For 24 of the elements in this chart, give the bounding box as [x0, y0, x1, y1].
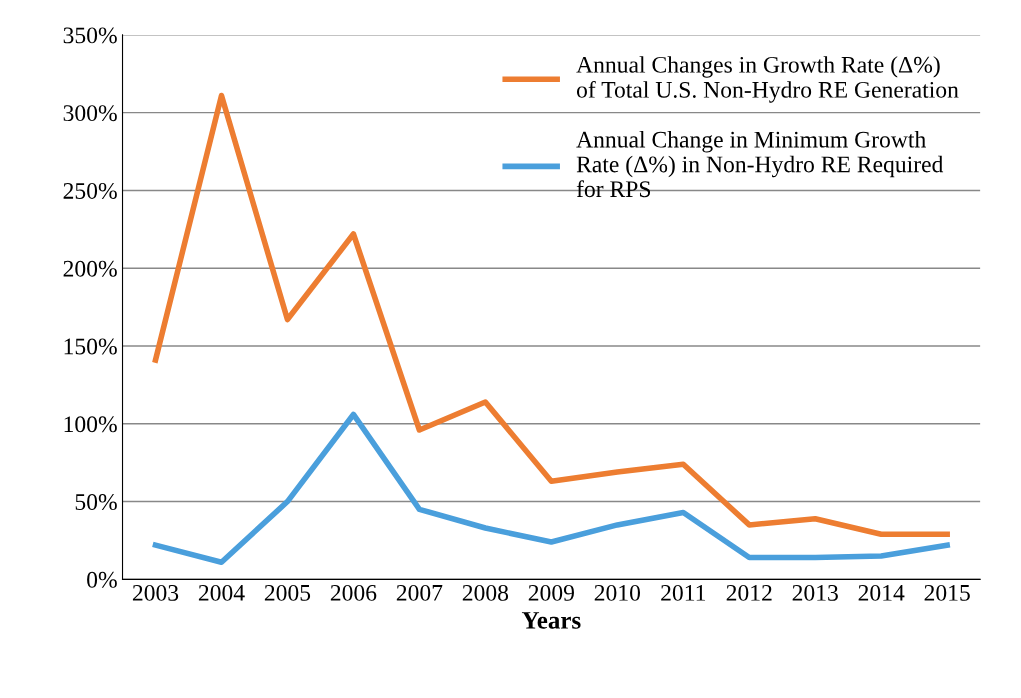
y-tick-label: 0% — [87, 571, 117, 588]
legend-label: Annual Changes in Growth Rate (Δ%) of Total U.S. Non-Hydro RE Generation — [576, 56, 959, 103]
x-tick-label: 2004 — [198, 584, 245, 601]
x-tick-label: 2012 — [726, 584, 772, 601]
x-tick-label: 2006 — [330, 584, 377, 601]
y-tick-label: 200% — [63, 260, 117, 277]
x-tick-label: 2015 — [924, 584, 970, 601]
y-tick-label: 150% — [64, 338, 117, 355]
y-tick-label: 100% — [64, 416, 117, 433]
x-tick-label: 2011 — [661, 584, 706, 601]
x-axis-title: Years — [521, 612, 581, 629]
y-tick-label: 300% — [63, 105, 117, 122]
y-tick-label: 50% — [75, 494, 117, 511]
x-tick-label: 2005 — [264, 584, 311, 601]
x-tick-label: 2013 — [792, 584, 838, 601]
x-tick-label: 2007 — [396, 584, 443, 601]
legend-label: Annual Change in Minimum Growth Rate (Δ%) in Non-Hydro RE Required for RPS — [576, 131, 944, 198]
x-tick-label: 2010 — [594, 584, 641, 601]
x-tick-label: 2003 — [132, 584, 179, 601]
x-tick-label: 2008 — [462, 584, 509, 601]
y-tick-label: 250% — [63, 182, 117, 199]
x-tick-label: 2009 — [528, 584, 574, 601]
x-tick-label: 2014 — [858, 584, 905, 601]
y-tick-label: 350% — [63, 27, 117, 44]
